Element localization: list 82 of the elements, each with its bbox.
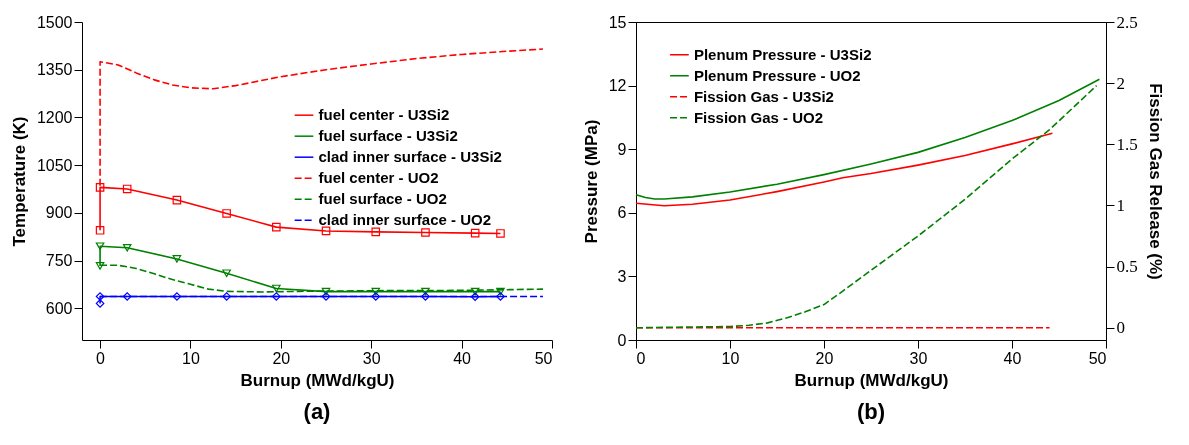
- point: [272, 292, 281, 301]
- x-tick-label: 30: [362, 349, 381, 367]
- point: [496, 229, 505, 238]
- legend-label: fuel center - U3Si2: [318, 106, 450, 124]
- y-tick-label: 0: [617, 331, 627, 349]
- x-tick-label: 0: [96, 349, 106, 367]
- point: [222, 292, 231, 301]
- point: [122, 292, 132, 301]
- x-tick-label: 20: [815, 349, 834, 367]
- point: [421, 287, 430, 296]
- x-tick-label: 10: [182, 349, 200, 367]
- y-tick-label: 6: [617, 204, 627, 222]
- point: [95, 292, 105, 301]
- legend-label: fuel center - UO2: [318, 169, 439, 187]
- text: (a): [303, 399, 331, 424]
- y2-tick-label: 1: [1116, 195, 1125, 215]
- y-tick-label: 1200: [36, 108, 73, 126]
- x-tick-label: 50: [534, 349, 553, 367]
- point: [122, 243, 132, 252]
- y-tick-label: 600: [45, 299, 73, 317]
- legend-label: clad inner surface - U3Si2: [318, 148, 502, 166]
- y2-tick-label: 2: [1116, 73, 1125, 93]
- point: [172, 255, 182, 263]
- x-tick-label: 0: [636, 349, 646, 367]
- point: [222, 209, 231, 218]
- y-tick-label: 3: [617, 267, 627, 285]
- y-tick-label: 12: [608, 77, 627, 95]
- legend-label: Plenum Pressure - UO2: [693, 66, 861, 84]
- line-series: [635, 132, 1054, 207]
- point: [172, 292, 182, 301]
- point: [371, 227, 381, 237]
- x-tick-label: 10: [721, 349, 740, 367]
- point: [122, 184, 132, 194]
- y2-tick-label: 1.5: [1116, 134, 1138, 154]
- y-axis-title: Pressure (MPa): [581, 119, 601, 244]
- point: [470, 228, 480, 238]
- y-tick-label: 15: [608, 13, 627, 31]
- point: [321, 287, 331, 296]
- point: [421, 228, 430, 237]
- x-tick-label: 40: [1003, 349, 1022, 367]
- x-tick-label: 40: [453, 349, 472, 367]
- legend-label: fuel surface - U3Si2: [318, 127, 458, 145]
- legend-label: Fission Gas - U3Si2: [693, 87, 834, 105]
- point: [95, 225, 105, 235]
- y2-tick-label: 0: [1116, 318, 1125, 338]
- point: [496, 287, 505, 296]
- point: [95, 242, 105, 250]
- point: [470, 287, 480, 296]
- x-axis-title: Burnup (MWd/kgU): [240, 370, 395, 390]
- y-tick-label: 1050: [36, 156, 73, 174]
- y-tick-label: 750: [45, 252, 73, 269]
- point: [321, 226, 331, 236]
- y2-tick-label: 0.5: [1116, 257, 1138, 277]
- legend-label: clad inner surface - UO2: [318, 211, 492, 229]
- point: [172, 195, 182, 205]
- y-axis-title: Temperature (K): [9, 116, 29, 247]
- text: (b): [856, 399, 886, 424]
- point: [95, 299, 105, 308]
- point: [272, 284, 281, 293]
- point: [95, 183, 105, 192]
- point: [222, 269, 231, 278]
- y-tick-label: 9: [617, 140, 627, 158]
- x-tick-label: 50: [1088, 349, 1107, 367]
- point: [272, 222, 281, 232]
- point: [371, 292, 381, 301]
- legend-label: fuel surface - UO2: [318, 190, 447, 208]
- point: [470, 292, 480, 302]
- y2-tick-label: 2.5: [1116, 12, 1138, 32]
- x-tick-label: 30: [909, 349, 928, 367]
- legend-label: Plenum Pressure - U3Si2: [693, 45, 872, 63]
- x-axis-title: Burnup (MWd/kgU): [794, 370, 949, 390]
- y-tick-label: 1350: [36, 61, 73, 79]
- y-tick-label: 1500: [36, 13, 73, 31]
- point: [496, 292, 505, 301]
- x-tick-label: 20: [272, 349, 291, 367]
- y-tick-label: 900: [45, 204, 73, 222]
- point: [321, 292, 331, 301]
- point: [371, 287, 381, 296]
- legend-label: Fission Gas - UO2: [693, 108, 824, 126]
- point: [421, 292, 430, 301]
- line-series: [635, 84, 1098, 329]
- y2-axis-title: Fission Gas Release (%): [1145, 83, 1165, 280]
